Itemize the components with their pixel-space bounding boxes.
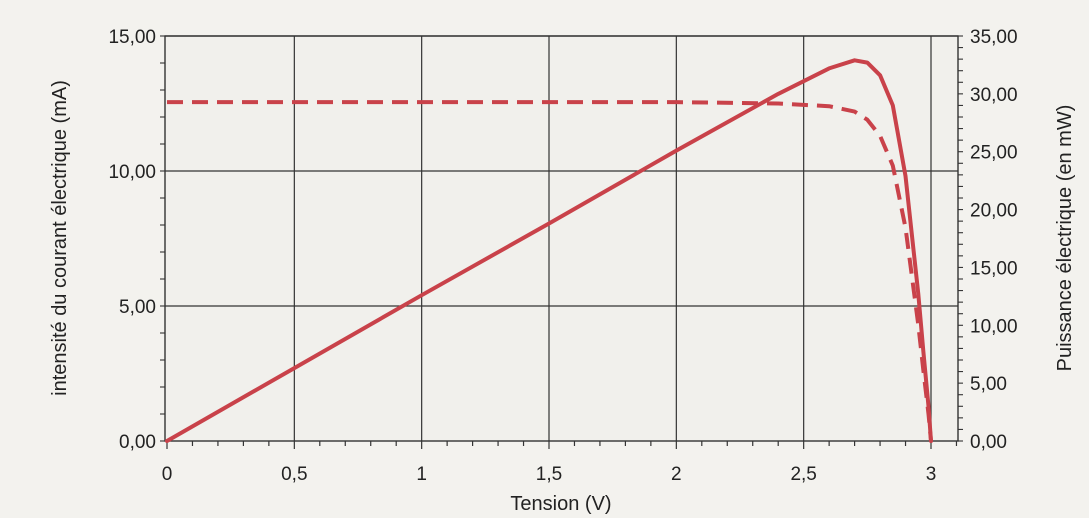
y-right-tick-label: 0,00 [970, 432, 1007, 453]
x-axis-title: Tension (V) [510, 493, 611, 515]
plot-area [165, 36, 958, 441]
y-left-tick-label: 0,00 [119, 432, 156, 453]
y-axis-left-title: intensité du courant électrique (mA) [49, 80, 71, 396]
x-tick-label: 3 [926, 464, 937, 485]
y-right-tick-label: 10,00 [970, 316, 1018, 337]
x-tick-label: 1,5 [536, 464, 562, 485]
y-left-tick-label: 5,00 [119, 297, 156, 318]
y-right-tick-label: 25,00 [970, 143, 1018, 164]
y-left-tick-label: 15,00 [108, 27, 156, 48]
y-left-tick-label: 10,00 [108, 162, 156, 183]
x-tick-label: 1 [416, 464, 427, 485]
y-right-tick-label: 15,00 [970, 258, 1018, 279]
y-right-tick-label: 20,00 [970, 201, 1018, 222]
y-right-tick-label: 30,00 [970, 85, 1018, 106]
y-axis-right-title: Puissance électrique (en mW) [1054, 105, 1076, 372]
y-right-tick-label: 35,00 [970, 27, 1018, 48]
x-tick-label: 2 [671, 464, 682, 485]
y-right-tick-label: 5,00 [970, 374, 1007, 395]
x-tick-label: 0,5 [281, 464, 307, 485]
x-tick-label: 0 [162, 464, 173, 485]
x-tick-label: 2,5 [790, 464, 816, 485]
